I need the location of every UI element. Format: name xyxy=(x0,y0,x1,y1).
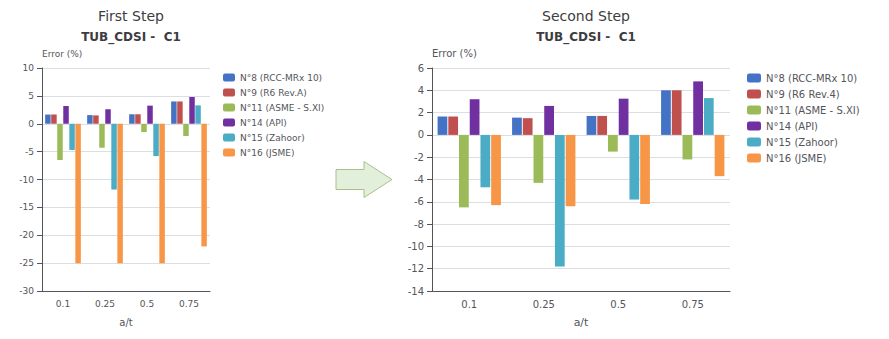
svg-text:a/t: a/t xyxy=(574,316,589,329)
svg-text:0.1: 0.1 xyxy=(461,299,477,310)
svg-text:N°16 (JSME): N°16 (JSME) xyxy=(240,148,294,158)
svg-text:0.75: 0.75 xyxy=(682,299,704,310)
svg-text:0.5: 0.5 xyxy=(140,299,154,309)
svg-text:-6: -6 xyxy=(414,196,424,207)
svg-text:-5: -5 xyxy=(25,147,34,157)
svg-text:N°9 (R6 Rev.4): N°9 (R6 Rev.4) xyxy=(766,89,840,100)
svg-text:Error (%): Error (%) xyxy=(42,49,82,59)
svg-text:0.25: 0.25 xyxy=(533,299,555,310)
svg-text:N°14 (API): N°14 (API) xyxy=(240,118,287,128)
svg-text:6: 6 xyxy=(418,63,424,74)
svg-text:N°11 (ASME - S.XI): N°11 (ASME - S.XI) xyxy=(766,105,860,116)
svg-text:TUB_CDSI - C1: TUB_CDSI - C1 xyxy=(536,30,636,45)
svg-text:10: 10 xyxy=(23,63,35,73)
svg-text:N°15 (Zahoor): N°15 (Zahoor) xyxy=(240,133,305,143)
svg-text:N°14 (API): N°14 (API) xyxy=(766,121,818,132)
svg-text:0.75: 0.75 xyxy=(179,299,199,309)
svg-text:0.1: 0.1 xyxy=(56,299,70,309)
svg-text:-4: -4 xyxy=(414,174,424,185)
svg-text:-20: -20 xyxy=(19,230,34,240)
svg-text:TUB_CDSI - C1: TUB_CDSI - C1 xyxy=(81,30,181,45)
svg-text:Error (%): Error (%) xyxy=(432,48,477,59)
svg-text:N°9 (R6 Rev.A): N°9 (R6 Rev.A) xyxy=(240,88,307,98)
svg-text:0.5: 0.5 xyxy=(610,299,626,310)
svg-text:2: 2 xyxy=(418,107,424,118)
svg-text:Second Step: Second Step xyxy=(542,8,630,24)
svg-text:-2: -2 xyxy=(414,152,424,163)
svg-text:-15: -15 xyxy=(19,202,34,212)
svg-text:0: 0 xyxy=(28,119,34,129)
svg-text:5: 5 xyxy=(28,91,34,101)
svg-text:-10: -10 xyxy=(19,175,34,185)
svg-text:0: 0 xyxy=(418,129,424,140)
svg-text:-10: -10 xyxy=(408,241,424,252)
svg-text:-30: -30 xyxy=(19,286,34,296)
svg-text:-12: -12 xyxy=(408,263,424,274)
svg-text:0.25: 0.25 xyxy=(95,299,115,309)
svg-text:N°16 (JSME): N°16 (JSME) xyxy=(766,153,827,164)
svg-text:-14: -14 xyxy=(408,286,424,297)
svg-text:N°15 (Zahoor): N°15 (Zahoor) xyxy=(766,137,838,148)
svg-text:4: 4 xyxy=(418,85,424,96)
svg-text:N°8 (RCC-MRx 10): N°8 (RCC-MRx 10) xyxy=(240,73,322,83)
svg-text:-25: -25 xyxy=(19,258,34,268)
svg-text:-8: -8 xyxy=(414,219,424,230)
svg-text:First Step: First Step xyxy=(98,8,164,24)
svg-text:a/t: a/t xyxy=(119,317,132,328)
svg-text:N°8 (RCC-MRx 10): N°8 (RCC-MRx 10) xyxy=(766,73,857,84)
svg-text:N°11 (ASME - S.XI): N°11 (ASME - S.XI) xyxy=(240,103,324,113)
